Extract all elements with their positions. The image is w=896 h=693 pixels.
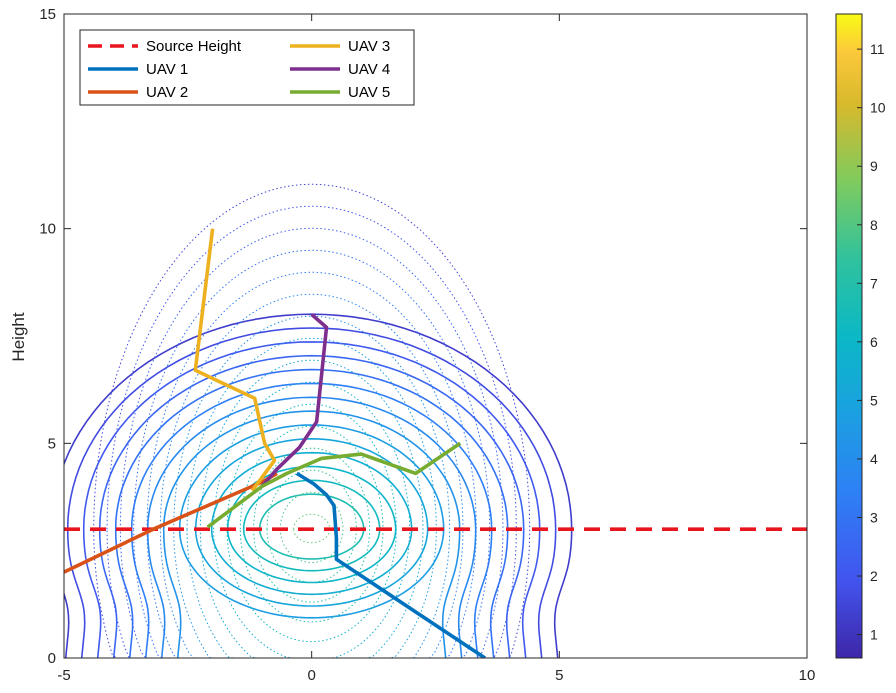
colorbar-tick-label: 10 bbox=[870, 100, 886, 116]
x-tick-label: -5 bbox=[57, 667, 70, 684]
colorbar-tick-label: 11 bbox=[870, 41, 885, 57]
legend-label: UAV 4 bbox=[348, 61, 390, 78]
contour-solid bbox=[162, 410, 461, 658]
colorbar-tick-label: 9 bbox=[870, 158, 878, 174]
y-tick-label: 0 bbox=[48, 650, 56, 667]
legend-label: Source Height bbox=[146, 38, 242, 55]
legend-label: UAV 5 bbox=[348, 84, 390, 101]
contour-solid bbox=[130, 382, 493, 658]
x-axis: -5 0 5 10 bbox=[57, 14, 815, 684]
y-axis: 0 5 10 15 bbox=[39, 6, 807, 667]
contour-solid bbox=[194, 437, 429, 607]
contour-dotted bbox=[226, 403, 397, 643]
colorbar-tick-label: 2 bbox=[870, 568, 878, 584]
legend: Source Height UAV 1 UAV 2 UAV 3 UAV 4 UAV 5 bbox=[79, 29, 415, 106]
contour-solid bbox=[146, 396, 477, 658]
y-tick-label: 15 bbox=[39, 6, 56, 23]
series-line-uav-1 bbox=[295, 471, 486, 658]
legend-label: UAV 1 bbox=[146, 61, 188, 78]
x-tick-label: 5 bbox=[555, 667, 563, 684]
colorbar-tick-label: 6 bbox=[870, 334, 878, 350]
plot-frame bbox=[63, 13, 808, 659]
contour-dotted bbox=[279, 491, 344, 563]
colorbar-tick-label: 4 bbox=[870, 451, 878, 467]
colorbar-tick-label: 7 bbox=[870, 275, 878, 291]
contour-dotted bbox=[266, 469, 357, 583]
y-tick-label: 10 bbox=[39, 221, 56, 238]
series-line-uav-4 bbox=[260, 313, 329, 488]
contour-solid bbox=[66, 327, 557, 658]
contour-solid bbox=[82, 341, 541, 658]
contour-solid bbox=[98, 354, 525, 658]
colorbar-tick-label: 8 bbox=[870, 217, 878, 233]
contour-solid bbox=[114, 368, 509, 658]
series-line-uav-5 bbox=[206, 441, 462, 529]
contour-dotted bbox=[133, 249, 491, 658]
colorbar-tick-label: 3 bbox=[870, 509, 878, 525]
x-tick-label: 10 bbox=[799, 667, 816, 684]
x-tick-label: 0 bbox=[307, 667, 315, 684]
contour-dotted bbox=[199, 359, 424, 658]
legend-label: UAV 2 bbox=[146, 84, 188, 101]
series-line-uav-3 bbox=[193, 228, 277, 492]
series-layer bbox=[64, 228, 807, 658]
y-axis-label: Height bbox=[9, 312, 28, 361]
colorbar-gradient bbox=[835, 13, 863, 659]
legend-label: UAV 3 bbox=[348, 38, 390, 55]
y-tick-label: 5 bbox=[48, 435, 56, 452]
colorbar-tick-label: 5 bbox=[870, 392, 878, 408]
contour-dotted bbox=[119, 227, 504, 658]
contour-solid bbox=[64, 313, 573, 658]
colorbar-tick-label: 1 bbox=[870, 627, 878, 643]
colorbar: 1 2 3 4 5 6 7 8 9 10 11 bbox=[835, 13, 886, 659]
